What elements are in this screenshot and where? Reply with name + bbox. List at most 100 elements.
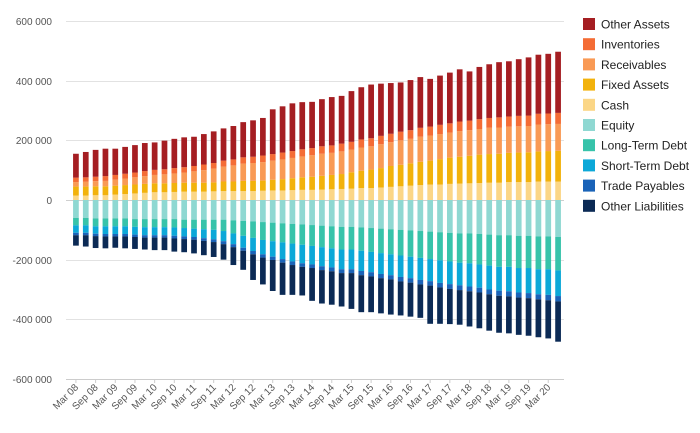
y-tick-label: 200 000 bbox=[16, 136, 53, 147]
bar-other-liabilities bbox=[289, 265, 296, 295]
bar-cash bbox=[328, 189, 335, 200]
bar-other-assets bbox=[456, 69, 463, 122]
bar-short-term-debt bbox=[112, 226, 119, 235]
bar-inventories bbox=[506, 116, 512, 127]
bar-receivables bbox=[191, 171, 197, 183]
legend-swatch bbox=[583, 199, 595, 212]
bar-receivables bbox=[82, 181, 89, 187]
bar-short-term-debt bbox=[368, 251, 374, 273]
bar-other-liabilities bbox=[555, 301, 561, 342]
bar-short-term-debt bbox=[210, 229, 217, 240]
bar-equity bbox=[496, 200, 502, 236]
bar-long-term-debt bbox=[378, 228, 384, 254]
bar-receivables bbox=[486, 127, 493, 155]
bar-short-term-debt bbox=[525, 268, 532, 294]
bar-long-term-debt bbox=[92, 218, 99, 227]
bar-cash bbox=[122, 194, 128, 200]
bar-receivables bbox=[92, 181, 99, 187]
bar-fixed-assets bbox=[387, 165, 394, 187]
bar-short-term-debt bbox=[122, 226, 128, 235]
bar-cash bbox=[269, 190, 276, 200]
bar-trade-payables bbox=[73, 232, 79, 236]
bar-inventories bbox=[200, 164, 207, 171]
bar-fixed-assets bbox=[417, 161, 424, 186]
bar-short-term-debt bbox=[437, 260, 443, 283]
bar-receivables bbox=[240, 163, 247, 181]
bar-receivables bbox=[141, 176, 148, 184]
bar-equity bbox=[407, 200, 414, 231]
bar-short-term-debt bbox=[200, 229, 207, 239]
bar-cash bbox=[161, 192, 168, 200]
bar-equity bbox=[171, 200, 178, 220]
legend-label: Other Liabilities bbox=[601, 199, 684, 213]
bar-trade-payables bbox=[309, 264, 315, 269]
bar-receivables bbox=[102, 180, 109, 187]
bar-cash bbox=[466, 183, 473, 200]
bar-other-assets bbox=[181, 137, 188, 168]
bar-other-liabilities bbox=[269, 259, 276, 291]
bar-inventories bbox=[397, 131, 404, 141]
bar-equity bbox=[476, 200, 483, 235]
bar-other-assets bbox=[151, 142, 158, 170]
bar-other-liabilities bbox=[279, 262, 286, 295]
bar-inventories bbox=[181, 167, 188, 173]
bar-short-term-debt bbox=[92, 226, 99, 234]
bar-receivables bbox=[368, 146, 374, 170]
bar-trade-payables bbox=[151, 235, 158, 238]
bar-long-term-debt bbox=[210, 219, 217, 230]
bar-fixed-assets bbox=[279, 179, 286, 191]
bar-long-term-debt bbox=[102, 218, 109, 227]
bar-other-assets bbox=[73, 153, 79, 178]
bar-cash bbox=[200, 191, 207, 200]
bar-fixed-assets bbox=[515, 152, 522, 183]
bar-receivables bbox=[279, 159, 286, 180]
bar-long-term-debt bbox=[515, 235, 522, 269]
bar-trade-payables bbox=[437, 282, 443, 288]
y-tick-label: -200 000 bbox=[13, 256, 53, 267]
bar-short-term-debt bbox=[486, 265, 493, 290]
bar-trade-payables bbox=[417, 279, 424, 285]
bar-short-term-debt bbox=[427, 259, 434, 282]
bar-receivables bbox=[535, 124, 542, 152]
bar-fixed-assets bbox=[73, 186, 79, 196]
bar-trade-payables bbox=[328, 267, 335, 272]
bar-equity bbox=[250, 200, 256, 222]
bar-other-assets bbox=[240, 122, 247, 158]
bar-equity bbox=[466, 200, 473, 234]
bar-cash bbox=[73, 195, 79, 200]
bar-long-term-debt bbox=[466, 233, 473, 264]
bar-other-assets bbox=[358, 87, 365, 140]
bar-receivables bbox=[171, 173, 178, 183]
bar-cash bbox=[220, 191, 227, 200]
bar-inventories bbox=[269, 154, 276, 161]
y-tick-label: 600 000 bbox=[16, 17, 53, 28]
bar-trade-payables bbox=[476, 287, 483, 293]
bar-inventories bbox=[141, 171, 148, 177]
bar-other-liabilities bbox=[506, 296, 512, 334]
bar-trade-payables bbox=[141, 235, 148, 238]
bar-other-liabilities bbox=[122, 236, 128, 249]
bar-short-term-debt bbox=[309, 245, 315, 265]
bar-short-term-debt bbox=[496, 266, 502, 291]
bar-trade-payables bbox=[269, 256, 276, 260]
bar-long-term-debt bbox=[555, 236, 561, 271]
bar-other-assets bbox=[289, 103, 296, 152]
bar-receivables bbox=[210, 168, 217, 183]
bar-long-term-debt bbox=[417, 231, 424, 258]
bar-trade-payables bbox=[82, 232, 89, 236]
bar-long-term-debt bbox=[230, 220, 237, 234]
bar-fixed-assets bbox=[545, 151, 552, 182]
legend-swatch bbox=[583, 139, 595, 152]
bar-receivables bbox=[378, 144, 384, 169]
bar-cash bbox=[555, 181, 561, 200]
bar-other-assets bbox=[466, 71, 473, 121]
bar-trade-payables bbox=[289, 261, 296, 266]
bar-other-assets bbox=[220, 128, 227, 161]
y-tick-label: 400 000 bbox=[16, 77, 53, 88]
bar-other-assets bbox=[260, 117, 266, 156]
legend-item-receivables: Receivables bbox=[583, 58, 666, 72]
bar-other-liabilities bbox=[368, 276, 374, 313]
bar-cash bbox=[437, 184, 443, 200]
bar-inventories bbox=[427, 126, 434, 136]
bar-receivables bbox=[417, 136, 424, 162]
